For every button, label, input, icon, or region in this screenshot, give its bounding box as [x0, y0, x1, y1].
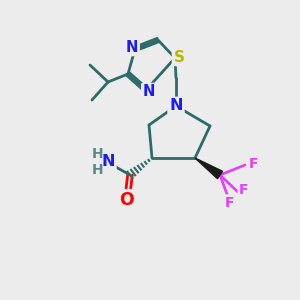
Text: N: N: [143, 85, 155, 100]
Polygon shape: [195, 158, 223, 179]
Text: F: F: [225, 196, 235, 210]
Text: N: N: [126, 40, 138, 55]
Text: N: N: [169, 98, 183, 113]
Text: H: H: [92, 147, 104, 161]
Text: F: F: [239, 183, 249, 197]
Text: S: S: [173, 50, 184, 64]
Text: H: H: [92, 163, 104, 177]
Text: N: N: [101, 154, 115, 169]
Text: O: O: [120, 191, 134, 209]
Text: F: F: [248, 157, 258, 171]
